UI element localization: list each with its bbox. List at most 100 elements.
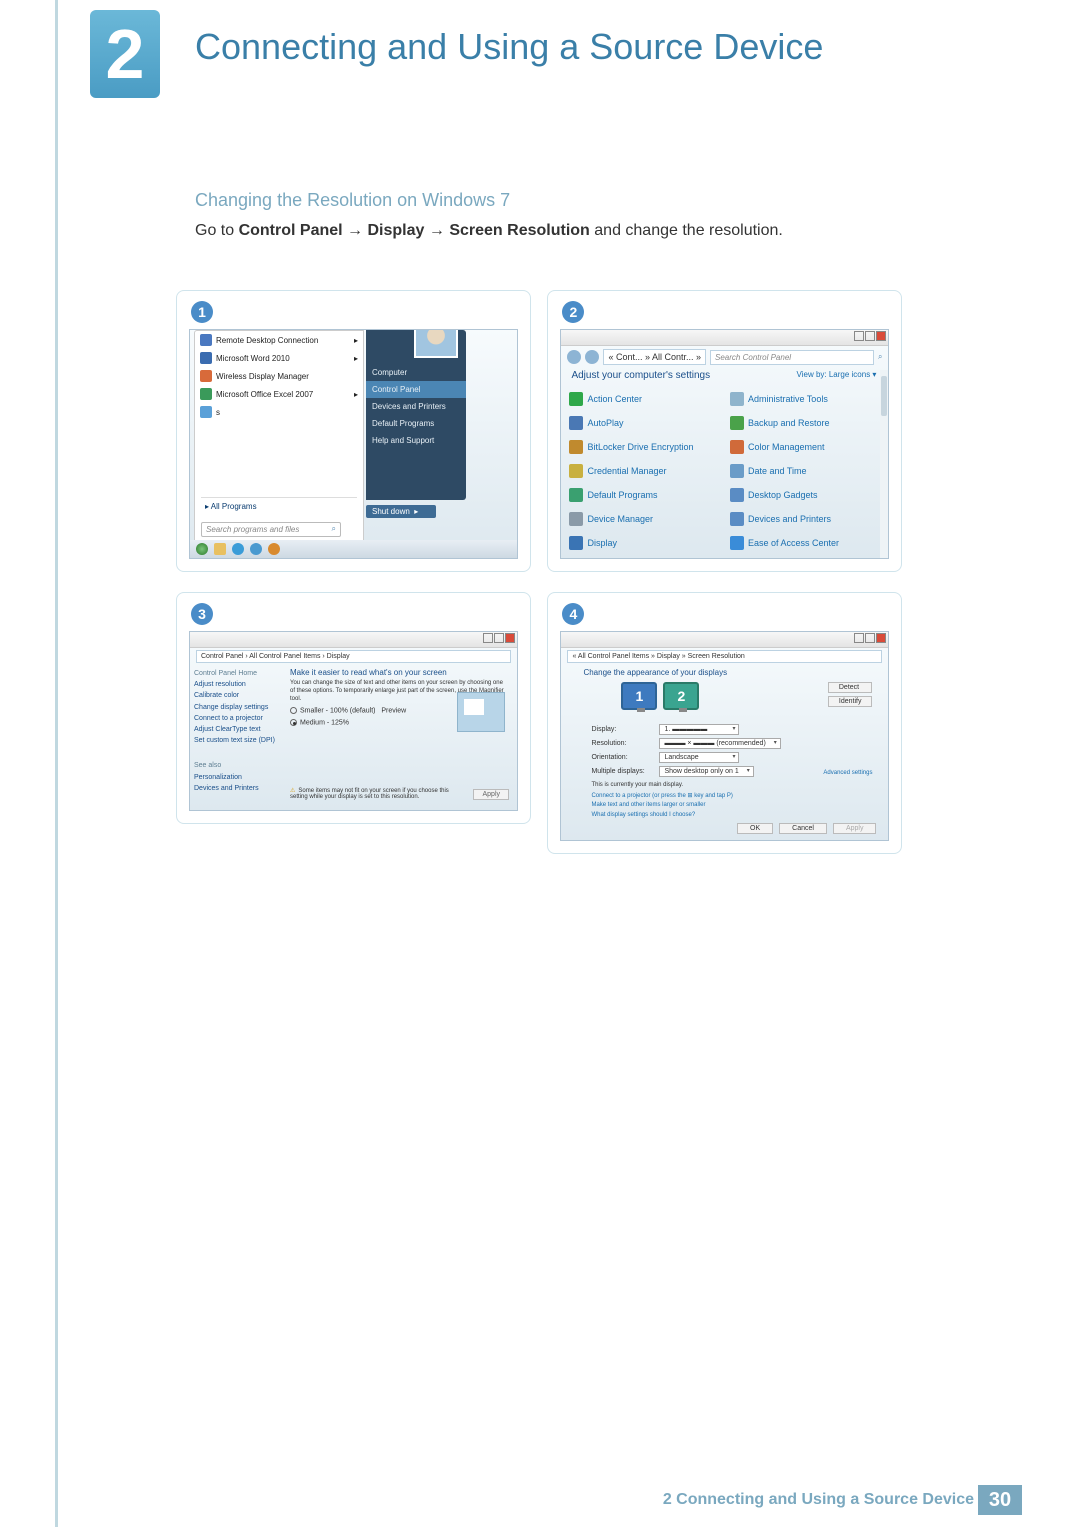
display-panel-mock: Control Panel › All Control Panel Items … (189, 631, 518, 811)
cp-item[interactable]: Credential Manager (569, 460, 724, 482)
multi-select[interactable]: Show desktop only on 1 (659, 766, 753, 777)
cp-item[interactable]: Device Manager (569, 508, 724, 530)
start-menu-search[interactable]: Search programs and files (201, 522, 341, 537)
nav-back-icon[interactable] (567, 350, 581, 364)
breadcrumb[interactable]: « Cont... » All Contr... » (603, 349, 706, 365)
cp-item[interactable]: AutoPlay (569, 412, 724, 434)
cp-home-link[interactable]: Control Panel Home (194, 668, 284, 679)
start-menu-item[interactable]: Wireless Display Manager (195, 367, 363, 385)
apply-button[interactable]: Apply (833, 823, 877, 834)
sm-help[interactable]: Help and Support (366, 432, 466, 449)
arrow-icon: → (347, 222, 367, 239)
cp-item[interactable]: Administrative Tools (730, 388, 885, 410)
breadcrumb[interactable]: « All Control Panel Items » Display » Sc… (567, 650, 882, 663)
cp-item-label: Administrative Tools (748, 394, 828, 404)
cp-view-by[interactable]: View by: Large icons ▾ (797, 370, 877, 379)
cp-item[interactable]: BitLocker Drive Encryption (569, 436, 724, 458)
identify-button[interactable]: Identify (828, 696, 873, 707)
breadcrumb[interactable]: Control Panel › All Control Panel Items … (196, 650, 511, 663)
cp-item-label: Device Manager (587, 514, 653, 524)
cp-item[interactable]: Backup and Restore (730, 412, 885, 434)
app-icon[interactable] (268, 543, 280, 555)
display-select[interactable]: 1. ▬▬▬▬▬ (659, 724, 739, 735)
instruction-line: Go to Control Panel → Display → Screen R… (195, 222, 783, 240)
start-menu-item[interactable]: Microsoft Word 2010▸ (195, 349, 363, 367)
resolution-select[interactable]: ▬▬▬ × ▬▬▬ (recommended) (659, 738, 780, 749)
display-side-link[interactable]: Set custom text size (DPI) (194, 735, 284, 746)
display-heading: Make it easier to read what's on your sc… (290, 668, 509, 677)
see-also-link[interactable]: Personalization (194, 772, 284, 783)
chapter-number-badge: 2 (90, 10, 160, 98)
sm-devices[interactable]: Devices and Printers (366, 398, 466, 415)
cp-item[interactable]: Date and Time (730, 460, 885, 482)
cp-item-icon (569, 488, 583, 502)
step-badge: 2 (562, 301, 584, 323)
cp-item[interactable]: Color Management (730, 436, 885, 458)
current-display-note: This is currently your main display. (591, 782, 683, 788)
screenshot-step-4: 4 « All Control Panel Items » Display » … (547, 592, 902, 854)
display-side-link[interactable]: Change display settings (194, 702, 284, 713)
cp-item-label: Devices and Printers (748, 514, 831, 524)
cp-item[interactable]: Desktop Gadgets (730, 484, 885, 506)
sm-default-programs[interactable]: Default Programs (366, 415, 466, 432)
cp-item[interactable]: Devices and Printers (730, 508, 885, 530)
cp-item-label: Display (587, 538, 617, 548)
display-side-link[interactable]: Adjust resolution (194, 679, 284, 690)
display-side-link[interactable]: Adjust ClearType text (194, 724, 284, 735)
cp-item-icon (569, 416, 583, 430)
field-label: Display: (591, 726, 651, 733)
field-label: Multiple displays: (591, 768, 651, 775)
cancel-button[interactable]: Cancel (779, 823, 827, 834)
shutdown-button[interactable]: Shut down ▸ (366, 505, 436, 518)
chapter-title: Connecting and Using a Source Device (195, 26, 823, 68)
cp-item-label: Backup and Restore (748, 418, 830, 428)
cp-item-icon (569, 392, 583, 406)
cp-item-label: Action Center (587, 394, 642, 404)
explorer-icon[interactable] (214, 543, 226, 555)
ok-button[interactable]: OK (737, 823, 773, 834)
cp-item-label: Color Management (748, 442, 825, 452)
which-settings-link[interactable]: What display settings should I choose? (591, 812, 695, 818)
window-controls[interactable] (483, 633, 515, 643)
cp-item-icon (730, 416, 744, 430)
all-programs[interactable]: ▸ All Programs (201, 497, 357, 515)
ie-icon[interactable] (250, 543, 262, 555)
preview-thumb (457, 692, 505, 732)
nav-fwd-icon[interactable] (585, 350, 599, 364)
screenshot-step-3: 3 Control Panel › All Control Panel Item… (176, 592, 531, 824)
wmp-icon[interactable] (232, 543, 244, 555)
cp-item[interactable]: Ease of Access Center (730, 532, 885, 554)
see-also-link[interactable]: Devices and Printers (194, 783, 284, 794)
scrollbar[interactable] (880, 370, 888, 558)
sr-heading: Change the appearance of your displays (583, 668, 727, 677)
field-label: Orientation: (591, 754, 651, 761)
window-controls[interactable] (854, 331, 886, 341)
projector-link[interactable]: Connect to a projector (or press the ⊞ k… (591, 792, 732, 799)
monitor-2[interactable]: 2 (663, 682, 699, 710)
display-side-link[interactable]: Connect to a projector (194, 713, 284, 724)
display-side-link[interactable]: Calibrate color (194, 690, 284, 701)
sm-control-panel[interactable]: Control Panel (366, 381, 466, 398)
cp-item[interactable]: Display (569, 532, 724, 554)
screen-resolution-mock: « All Control Panel Items » Display » Sc… (560, 631, 889, 841)
window-controls[interactable] (854, 633, 886, 643)
cp-heading: Adjust your computer's settings (571, 370, 710, 381)
detect-button[interactable]: Detect (828, 682, 873, 693)
sm-computer[interactable]: Computer (366, 364, 466, 381)
cp-search[interactable]: Search Control Panel (710, 350, 874, 365)
orientation-select[interactable]: Landscape (659, 752, 739, 763)
cp-item-icon (730, 512, 744, 526)
advanced-link[interactable]: Advanced settings (823, 770, 872, 776)
start-orb-icon[interactable] (196, 543, 208, 555)
cp-item-icon (569, 464, 583, 478)
cp-item[interactable]: Default Programs (569, 484, 724, 506)
monitor-1[interactable]: 1 (621, 682, 657, 710)
apply-button[interactable]: Apply (473, 789, 509, 800)
text-size-link[interactable]: Make text and other items larger or smal… (591, 802, 705, 808)
see-also: See also (194, 760, 284, 771)
start-menu-item[interactable]: Remote Desktop Connection▸ (195, 331, 363, 349)
cp-item[interactable]: Action Center (569, 388, 724, 410)
cp-item-icon (730, 488, 744, 502)
start-menu-item[interactable]: Microsoft Office Excel 2007▸ (195, 385, 363, 403)
start-menu-item[interactable]: s (195, 403, 363, 421)
